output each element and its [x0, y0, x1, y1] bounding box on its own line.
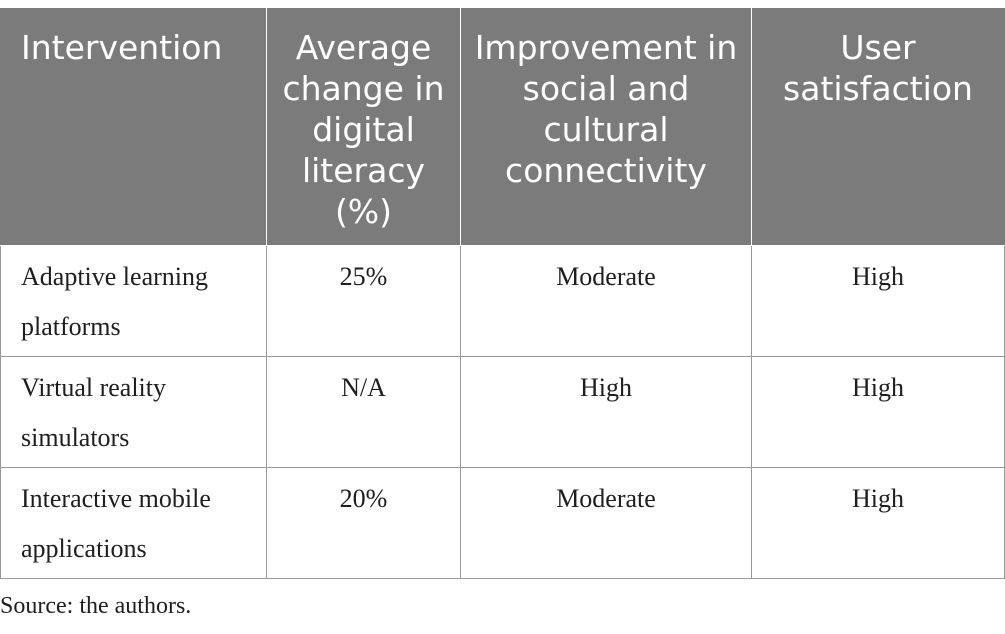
cell-intervention: Virtual reality simulators — [0, 356, 267, 468]
cell-user-satisfaction: High — [751, 356, 1005, 468]
table-row: Interactive mobile applications 20% Mode… — [0, 467, 1005, 579]
cell-improvement: Moderate — [460, 467, 752, 579]
cell-intervention: Interactive mobile applications — [0, 467, 267, 579]
header-average-change: Average change in digital literacy (%) — [266, 8, 461, 246]
table-body: Adaptive learning platforms 25% Moderate… — [0, 245, 1005, 579]
header-row: Intervention Average change in digital l… — [0, 8, 1005, 246]
header-intervention: Intervention — [0, 8, 267, 246]
cell-intervention: Adaptive learning platforms — [0, 245, 267, 357]
cell-average-change: 25% — [266, 245, 461, 357]
header-improvement: Improvement in social and cultural conne… — [460, 8, 752, 246]
header-user-satisfaction: User satisfaction — [751, 8, 1005, 246]
table-row: Adaptive learning platforms 25% Moderate… — [0, 245, 1005, 357]
cell-improvement: High — [460, 356, 752, 468]
source-caption: Source: the authors. — [0, 593, 192, 619]
table-row: Virtual reality simulators N/A High High — [0, 356, 1005, 468]
results-table: Intervention Average change in digital l… — [0, 8, 1005, 579]
cell-average-change: N/A — [266, 356, 461, 468]
cell-user-satisfaction: High — [751, 467, 1005, 579]
results-table-container: Intervention Average change in digital l… — [0, 8, 1005, 579]
cell-user-satisfaction: High — [751, 245, 1005, 357]
cell-average-change: 20% — [266, 467, 461, 579]
cell-improvement: Moderate — [460, 245, 752, 357]
table-header: Intervention Average change in digital l… — [0, 8, 1005, 246]
